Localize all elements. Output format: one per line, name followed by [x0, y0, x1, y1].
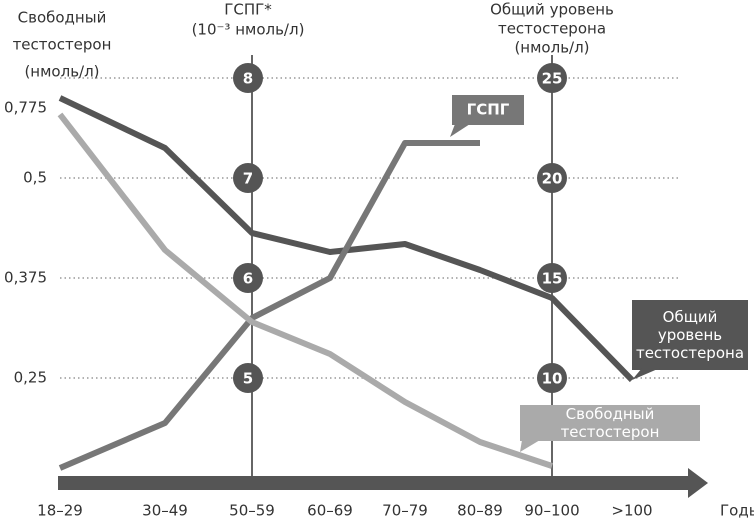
y-tick-label: 0,375 — [4, 269, 47, 287]
tick-circle — [537, 63, 567, 93]
y3-axis-title: (нмоль/л) — [514, 39, 589, 57]
y-tick-label: 0,25 — [14, 369, 47, 387]
y3-axis-title: Общий уровень — [490, 1, 614, 19]
tick-label: 20 — [542, 170, 563, 188]
series-label-pointer — [632, 368, 660, 380]
y-tick-label: 0,5 — [23, 169, 47, 187]
tick-circle — [537, 363, 567, 393]
legend-entry-line: Свободный — [566, 405, 655, 423]
tick-circle — [233, 263, 263, 293]
y2-axis-title: (10⁻³ нмоль/л) — [192, 21, 305, 39]
series-label-pointer — [450, 124, 470, 137]
x-tick-label: 30–49 — [142, 502, 188, 520]
series-label-box — [452, 95, 524, 125]
x-tick-label: 18–29 — [37, 502, 83, 520]
tick-label: 5 — [243, 370, 253, 388]
y3-axis-title: тестостерона — [498, 20, 606, 38]
tick-circle — [233, 363, 263, 393]
x-tick-label: 50–59 — [229, 502, 275, 520]
tick-label: 8 — [243, 70, 253, 88]
y2-axis-title: ГСПГ* — [224, 1, 272, 19]
tick-circle — [233, 63, 263, 93]
legend-entry: ГСПГ — [467, 101, 510, 119]
legend-entry: Общий уровень тестостерона — [636, 308, 744, 362]
x-axis-label: Годы — [720, 502, 754, 520]
series-line — [57, 112, 553, 469]
tick-label: 25 — [542, 70, 563, 88]
y-axis-title: (нмоль/л) — [24, 63, 99, 81]
legend-entry-line: тестостерон — [561, 423, 660, 441]
legend-entry-line: Общий — [663, 308, 718, 326]
tick-circle — [537, 163, 567, 193]
tick-circle — [233, 163, 263, 193]
x-tick-label: 70–79 — [382, 502, 428, 520]
tick-label: 15 — [542, 270, 563, 288]
tick-circle — [537, 263, 567, 293]
x-tick-label: 80–89 — [457, 502, 503, 520]
tick-label: 6 — [243, 270, 253, 288]
legend-entry-line: уровень — [658, 326, 722, 344]
series-label-box — [520, 405, 700, 441]
legend-entry: Свободный тестостерон — [561, 405, 660, 441]
x-tick-label: >100 — [611, 502, 652, 520]
x-axis-arrow — [688, 468, 708, 498]
x-tick-label: 60–69 — [307, 502, 353, 520]
legend-entry-line: тестостерона — [636, 344, 744, 362]
y-axis-title: Свободный — [18, 9, 107, 27]
tick-label: 7 — [243, 170, 253, 188]
y-axis-title: тестостерон — [13, 36, 112, 54]
y-tick-label: 0,775 — [4, 99, 47, 117]
series-line — [58, 140, 480, 471]
series-label-pointer — [520, 440, 540, 452]
x-tick-label: 90–100 — [524, 502, 579, 520]
tick-label: 10 — [542, 370, 563, 388]
series-label-box — [632, 300, 748, 370]
series-line — [58, 95, 635, 383]
